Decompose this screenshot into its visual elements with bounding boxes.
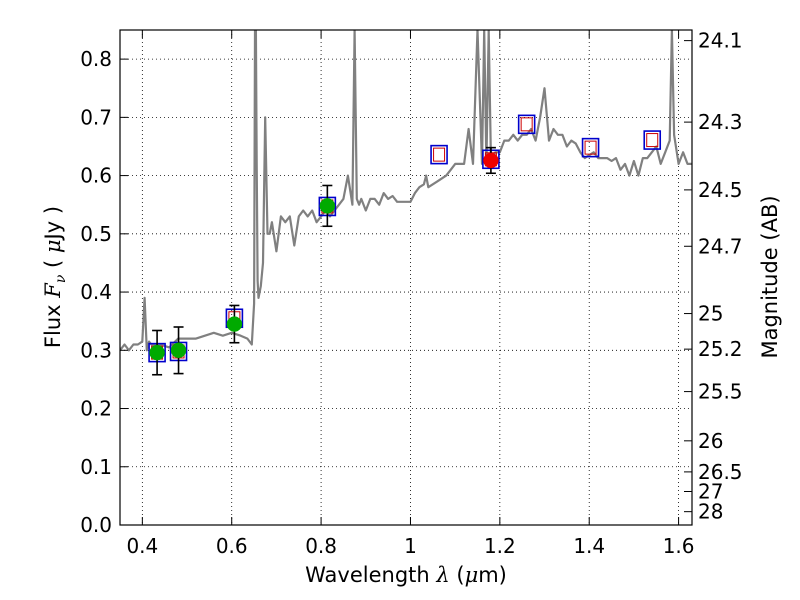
model-box-inner-marker [520, 117, 533, 132]
model-box-marker [643, 130, 662, 150]
y2-tick-label: 24.5 [698, 178, 743, 202]
y2-tick-label: 26 [698, 429, 723, 453]
model-box-marker [517, 114, 536, 135]
y2-tick-label: 26.5 [698, 460, 743, 484]
y2-tick-label: 24.7 [698, 234, 743, 258]
spectrum-line [120, 30, 692, 352]
detection-point [319, 198, 336, 214]
x-tick-label: 1.4 [573, 534, 605, 558]
y-tick-labels: 0.0 0.1 0.2 0.3 0.4 0.5 0.6 0.7 0.8 [80, 47, 112, 537]
photometry-layer [148, 114, 662, 376]
y2-tick-label: 28 [698, 500, 723, 524]
model-box-inner-marker [433, 147, 446, 162]
y2-tick-label: 25.5 [698, 380, 743, 404]
y-tick-label: 0.8 [80, 47, 112, 71]
y2-tick-label: 25.2 [698, 337, 743, 361]
x-tick-label: 1.2 [484, 534, 516, 558]
y-tick-label: 0.4 [80, 280, 112, 304]
x-tick-labels: 0.4 0.6 0.8 1 1.2 1.4 1.6 [126, 534, 694, 558]
y-tick-label: 0.6 [80, 164, 112, 188]
x-tick-label: 0.4 [126, 534, 158, 558]
x-tick-label: 1 [404, 534, 417, 558]
model-box-marker [581, 137, 600, 158]
x-tick-label: 0.6 [216, 534, 248, 558]
detection-point [170, 342, 187, 359]
plot-background [120, 30, 692, 525]
x-axis-title: Wavelength λ (μm) [305, 563, 507, 587]
spectrum-layer [120, 30, 692, 352]
y-tick-label: 0.2 [80, 397, 112, 421]
y-tick-label: 0.1 [80, 455, 112, 479]
y2-tick-label: 25 [698, 302, 723, 326]
plot-frame [119, 29, 693, 526]
model-box-marker [430, 144, 448, 165]
x-tick-label: 0.8 [305, 534, 337, 558]
x-tick-label: 1.6 [663, 534, 695, 558]
y-tick-label: 0.0 [80, 513, 112, 537]
y-axis-title: Flux Fν ( μJy ) [41, 206, 69, 348]
y-tick-label: 0.7 [80, 105, 112, 129]
y2-axis-title: Magnitude (AB) [758, 195, 782, 358]
model-box-inner-marker [646, 133, 659, 148]
y-tick-label: 0.3 [80, 338, 112, 362]
y-tick-label: 0.5 [80, 222, 112, 246]
y2-tick-label: 24.1 [698, 29, 743, 53]
highlight-point [483, 152, 499, 169]
y2-tick-label: 24.3 [698, 110, 743, 134]
y2-tick-label: 27 [698, 479, 723, 503]
detection-point [226, 316, 243, 332]
tick-marks [120, 30, 692, 526]
model-box-inner-marker [584, 140, 597, 155]
detection-point [149, 344, 165, 361]
